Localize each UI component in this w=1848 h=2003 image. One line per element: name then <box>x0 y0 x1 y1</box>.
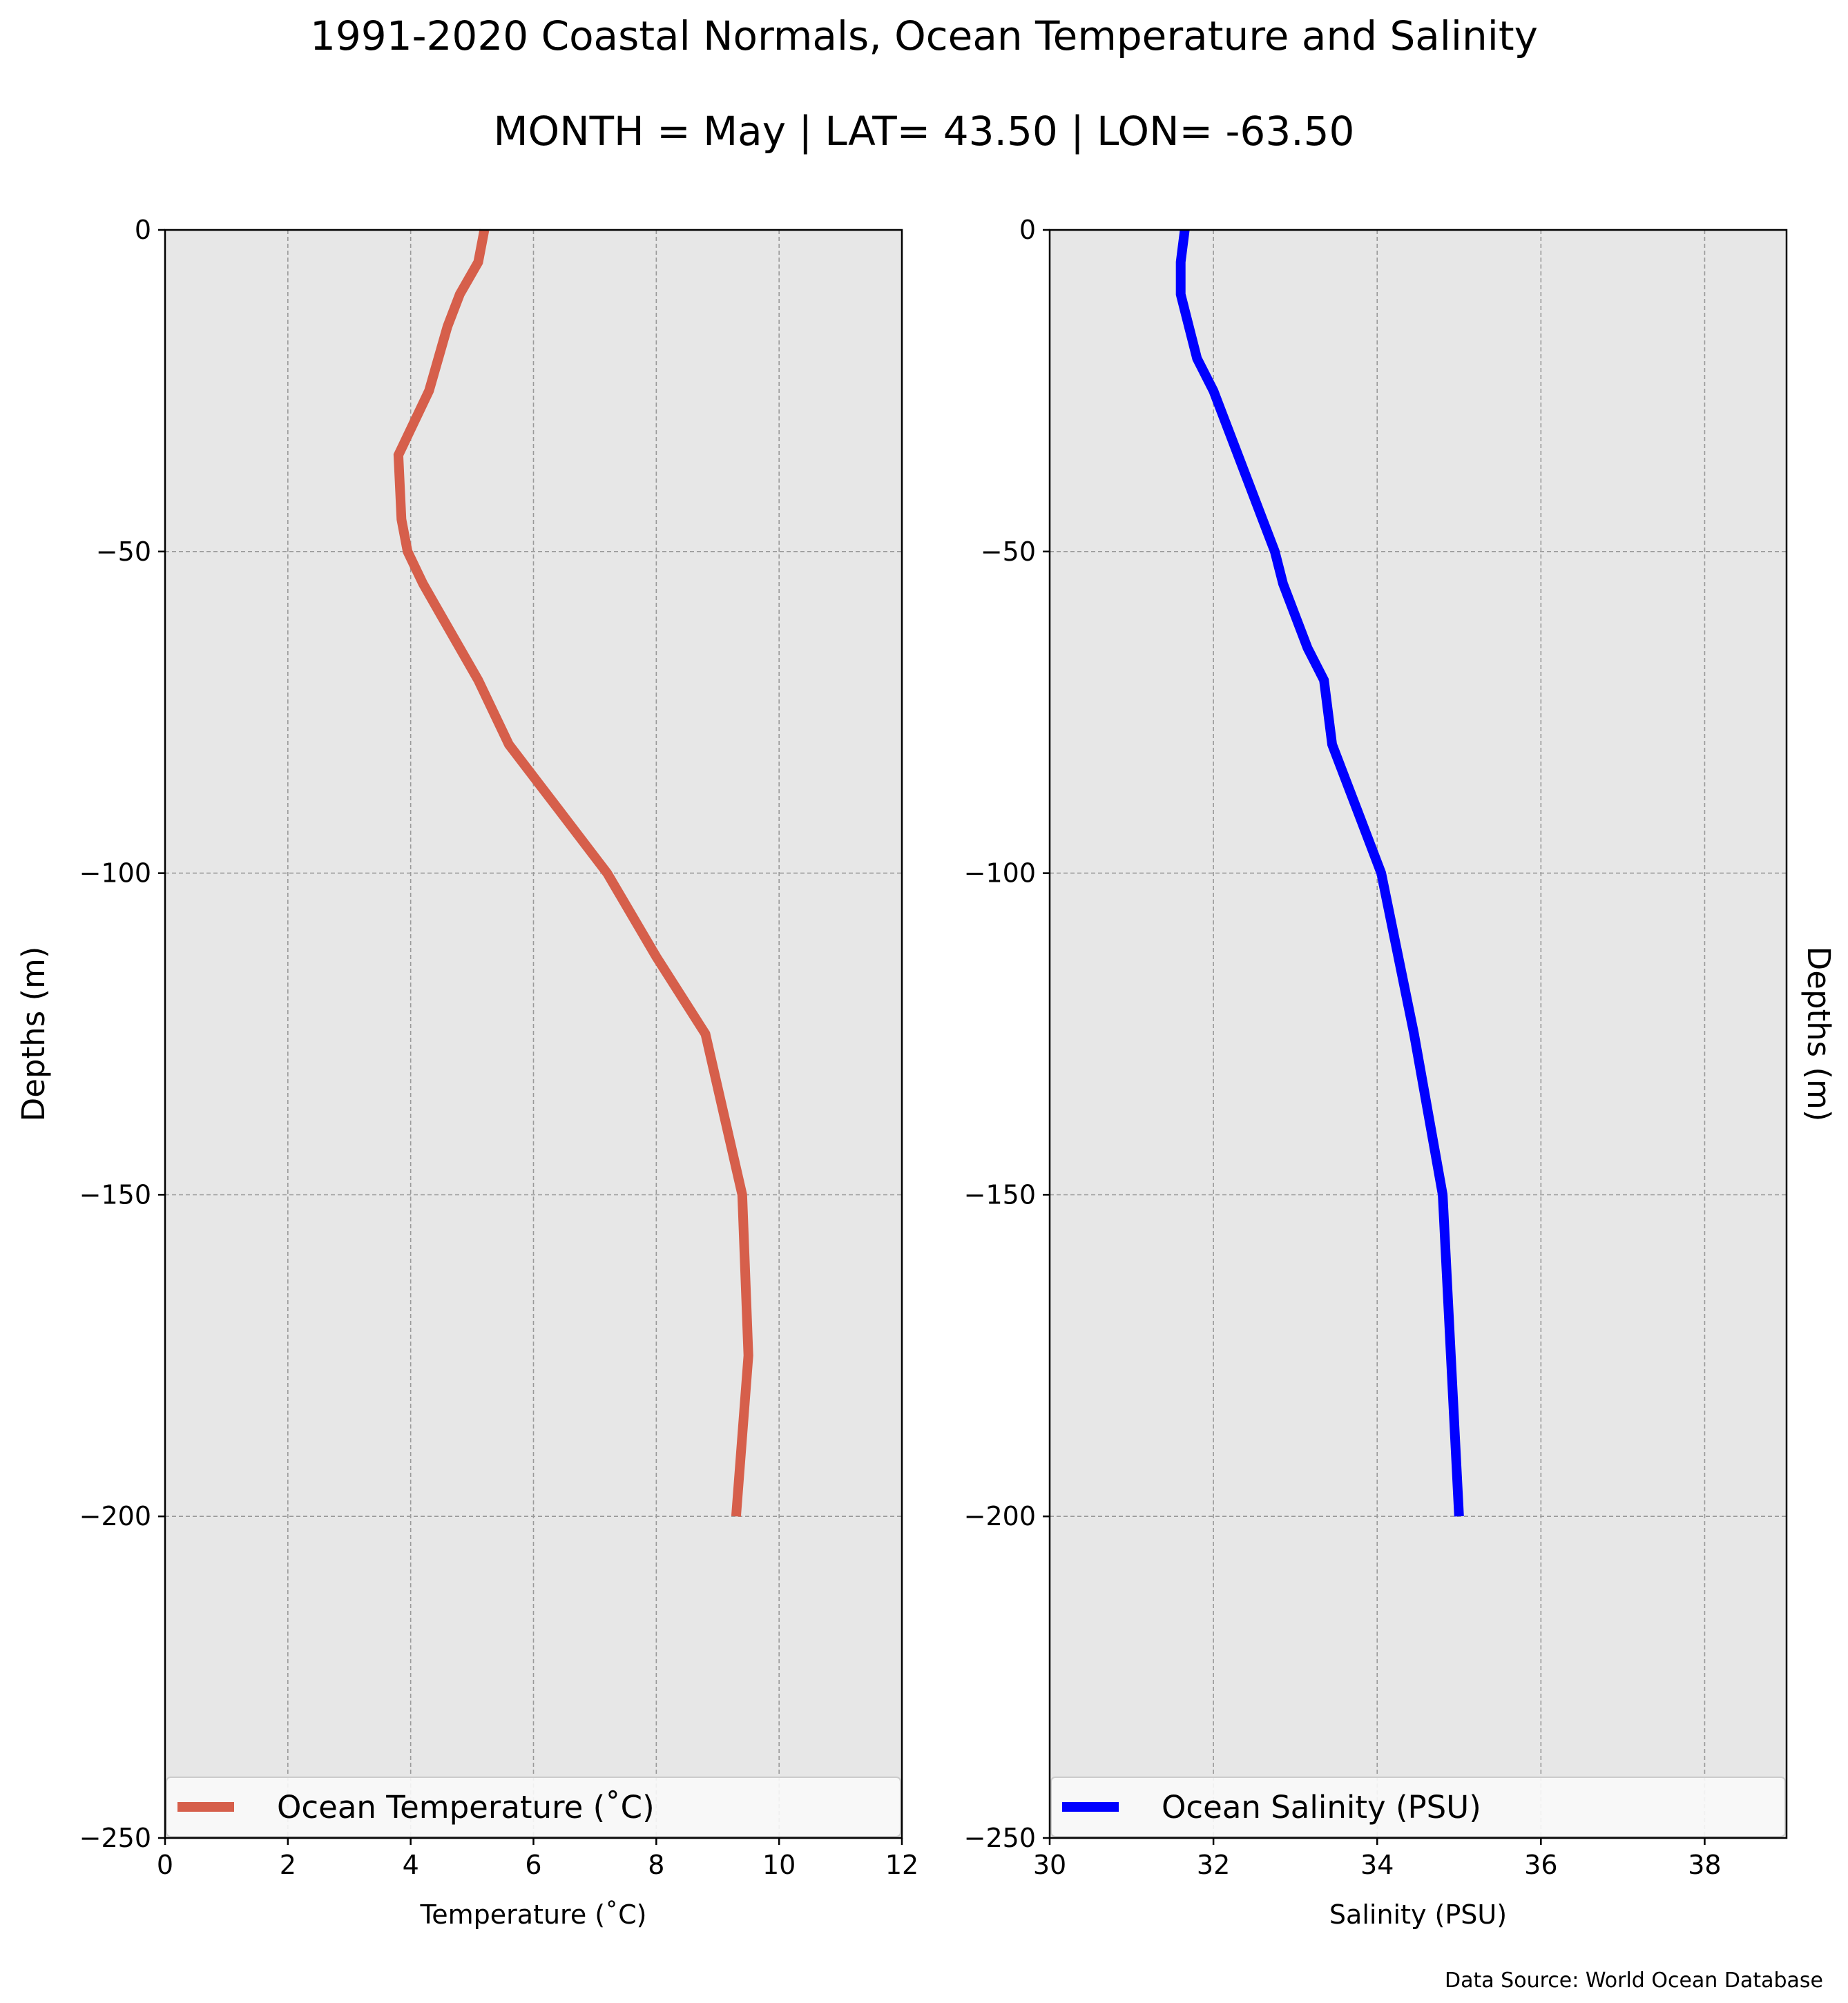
chart-title: 1991-2020 Coastal Normals, Ocean Tempera… <box>310 12 1538 59</box>
x-tick-label: 34 <box>1360 1850 1394 1880</box>
salinity-panel: Ocean Salinity (PSU) 30 32 34 36 38 0 −50 −100 −1… <box>964 215 1837 1930</box>
x-tick-label: 10 <box>762 1850 796 1880</box>
legend-label: Ocean Temperature (˚C) <box>277 1789 655 1826</box>
legend: Ocean Temperature (˚C) <box>166 1777 901 1837</box>
x-tick-label: 38 <box>1688 1850 1721 1880</box>
x-axis-label: Temperature (˚C) <box>420 1899 647 1930</box>
x-tick-label: 30 <box>1033 1850 1066 1880</box>
legend-box <box>166 1777 901 1837</box>
y-tick-label: −50 <box>981 536 1036 567</box>
salinity-series-line <box>1175 229 1464 1517</box>
x-tick-label: 4 <box>403 1850 419 1880</box>
legend-label: Ocean Salinity (PSU) <box>1162 1789 1481 1826</box>
y-tick-label: −100 <box>964 858 1036 889</box>
x-tick-label: 32 <box>1197 1850 1230 1880</box>
chart-subtitle: MONTH = May | LAT= 43.50 | LON= -63.50 <box>494 108 1355 155</box>
y-tick-label: −150 <box>79 1179 151 1210</box>
temperature-series-line <box>393 229 753 1517</box>
x-axis-label: Salinity (PSU) <box>1329 1899 1507 1930</box>
y-tick-label: −50 <box>96 536 151 567</box>
y-tick-label: −200 <box>79 1501 151 1531</box>
x-tick-label: 8 <box>648 1850 664 1880</box>
temperature-panel: Ocean Temperature (˚C) 0 2 4 6 8 10 12 0 −50 −100 −… <box>15 215 918 1930</box>
data-source-note: Data Source: World Ocean Database <box>1445 1968 1823 1993</box>
y-tick-label: −200 <box>964 1501 1036 1531</box>
y-tick-label: 0 <box>1019 215 1036 245</box>
axes-frame <box>1048 229 1788 1839</box>
legend: Ocean Salinity (PSU) <box>1050 1777 1786 1837</box>
x-tick-label: 12 <box>885 1850 918 1880</box>
y-tick-label: −250 <box>79 1823 151 1853</box>
legend-box <box>1050 1777 1786 1837</box>
y-axis-label: Depths (m) <box>1800 947 1837 1122</box>
x-tick-label: 6 <box>525 1850 541 1880</box>
x-tick-label: 2 <box>280 1850 296 1880</box>
x-tick-label: 0 <box>157 1850 173 1880</box>
y-tick-label: 0 <box>135 215 151 245</box>
y-tick-label: −100 <box>79 858 151 889</box>
y-axis-label: Depths (m) <box>15 947 52 1122</box>
y-tick-label: −150 <box>964 1179 1036 1210</box>
x-tick-label: 36 <box>1524 1850 1557 1880</box>
y-tick-label: −250 <box>964 1823 1036 1853</box>
